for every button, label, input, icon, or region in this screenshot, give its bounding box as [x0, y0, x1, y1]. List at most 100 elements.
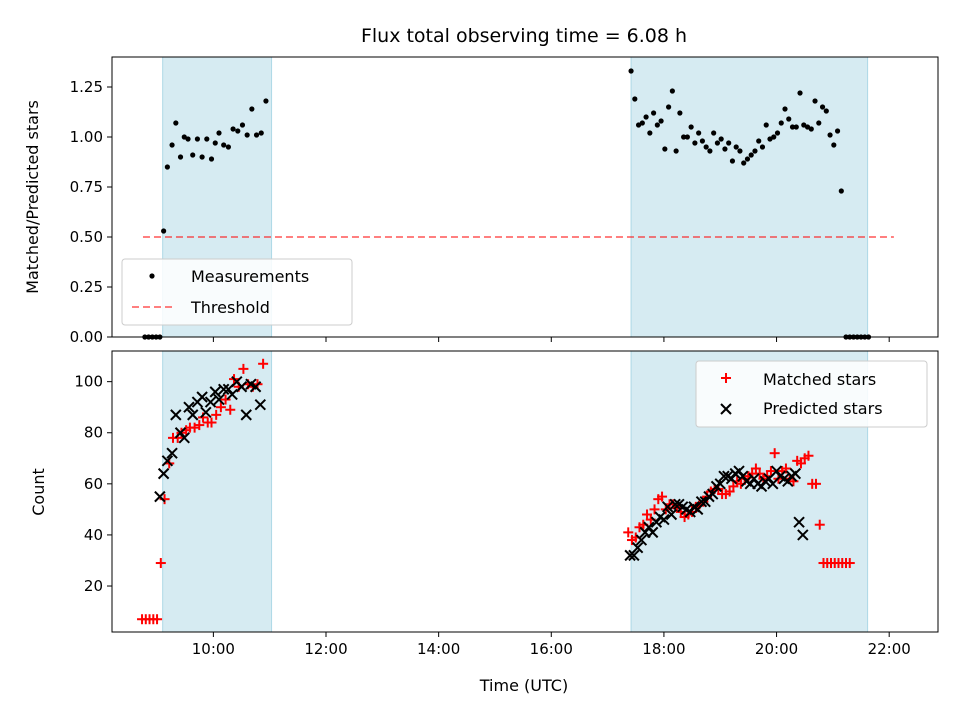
y-tick-label: 100 [74, 373, 103, 391]
measurement-point [639, 120, 645, 126]
measurement-point [823, 108, 829, 114]
predicted-star-point [718, 470, 730, 482]
axes-frame-top [111, 56, 939, 338]
measurement-point [752, 148, 758, 154]
matched-star-point [795, 458, 806, 469]
measurement-point [681, 134, 687, 140]
predicted-star-point [646, 526, 659, 539]
measurement-point [658, 118, 664, 124]
matched-star-point [238, 363, 249, 374]
x-axis-label: Time (UTC) [479, 676, 568, 695]
legend-bottom: Matched stars Predicted stars [695, 360, 928, 428]
x-tick-label: 18:00 [642, 640, 685, 658]
y-ticks-top: 0.00 0.25 0.50 0.75 1.00 1.25 [70, 78, 112, 346]
measurement-point [199, 154, 205, 160]
measurement-point [748, 152, 754, 158]
legend-box-top [121, 258, 353, 326]
matched-star-point [225, 404, 236, 415]
measurement-point [666, 104, 672, 110]
measurement-point [808, 126, 814, 132]
y-axis-label-bottom: Count [29, 468, 48, 516]
legend-marker-measurements [149, 273, 155, 279]
measurement-point [718, 136, 724, 142]
measurement-point [696, 130, 702, 136]
measurement-point [737, 148, 743, 154]
predicted-star-point [665, 508, 678, 521]
measurement-point [771, 134, 777, 140]
predicted-star-point [157, 467, 170, 480]
measurement-point [169, 142, 175, 148]
predicted-star-point [200, 406, 212, 419]
predicted-star-point [209, 386, 221, 398]
measurement-point [669, 88, 675, 94]
measurement-point [816, 120, 822, 126]
measurement-point [216, 130, 222, 136]
predicted-star-point [235, 381, 248, 393]
matched-star-point [657, 491, 668, 502]
measurement-point [194, 136, 201, 142]
measurement-point [173, 120, 179, 126]
y-ticks-bottom: 20 40 60 80 100 [74, 373, 112, 595]
matched-star-point [215, 402, 226, 413]
legend-marker-predicted [720, 403, 732, 415]
predicted-star-point [196, 391, 208, 403]
measurement-point [258, 130, 264, 136]
legend-label-threshold: Threshold [190, 298, 270, 317]
measurement-point [711, 130, 717, 136]
matched-star-point [211, 409, 222, 420]
predicted-star-point [178, 432, 190, 444]
measurement-point [185, 136, 191, 142]
panel-count: 10:00 12:00 14:00 16:00 18:00 20:00 22:00 20 40… [29, 350, 939, 695]
y-tick-label: 20 [84, 577, 103, 595]
matched-star-point [642, 509, 653, 520]
predicted-star-point [187, 409, 199, 421]
matched-star-point [155, 558, 166, 569]
measurement-point [778, 120, 784, 126]
measurement-point [797, 90, 803, 96]
matched-star-point [728, 481, 739, 492]
measurement-point [177, 154, 184, 160]
predicted-star-point [170, 409, 182, 421]
predicted-star-point [793, 516, 805, 528]
measurement-point [628, 68, 634, 74]
predicted-star-point [183, 401, 195, 413]
y-tick-label: 1.25 [70, 78, 103, 96]
measurement-point [632, 96, 638, 102]
measurement-point [726, 140, 732, 146]
measurement-point [684, 134, 690, 140]
measurement-point [793, 124, 799, 130]
matched-star-point [220, 394, 231, 405]
measurement-point [819, 104, 826, 110]
measurement-point [654, 122, 660, 128]
measurement-point [190, 152, 196, 158]
predicted-star-point [631, 541, 644, 554]
predicted-star-point [797, 529, 809, 541]
predicted-star-point [789, 467, 802, 480]
measurement-point [756, 138, 762, 144]
predicted-star-point [707, 488, 719, 500]
predicted-star-point [669, 498, 681, 510]
x-tick-label: 14:00 [417, 640, 460, 658]
x-ticks-top [212, 337, 890, 342]
measurement-point [253, 132, 260, 138]
y-axis-label-top: Matched/Predicted stars [23, 100, 42, 294]
matched-star-point [750, 463, 761, 474]
measurement-point [235, 128, 241, 134]
measurement-point [204, 136, 210, 142]
measurement-point [239, 122, 246, 128]
shaded-interval-1 [630, 56, 869, 338]
measurement-point [729, 158, 736, 164]
predicted-star-point [213, 393, 225, 406]
legend-top: Measurements Threshold [121, 258, 353, 326]
predicted-star-point [695, 496, 708, 508]
x-tick-label: 20:00 [755, 640, 798, 658]
measurement-point [812, 98, 818, 104]
legend-label-predicted: Predicted stars [763, 399, 883, 418]
shade-layer [162, 56, 869, 338]
y-tick-label: 40 [84, 526, 103, 544]
y-tick-label: 60 [84, 475, 103, 493]
predicted-star-point [166, 447, 178, 459]
predicted-star-point [226, 388, 238, 401]
measurement-point [741, 160, 747, 166]
